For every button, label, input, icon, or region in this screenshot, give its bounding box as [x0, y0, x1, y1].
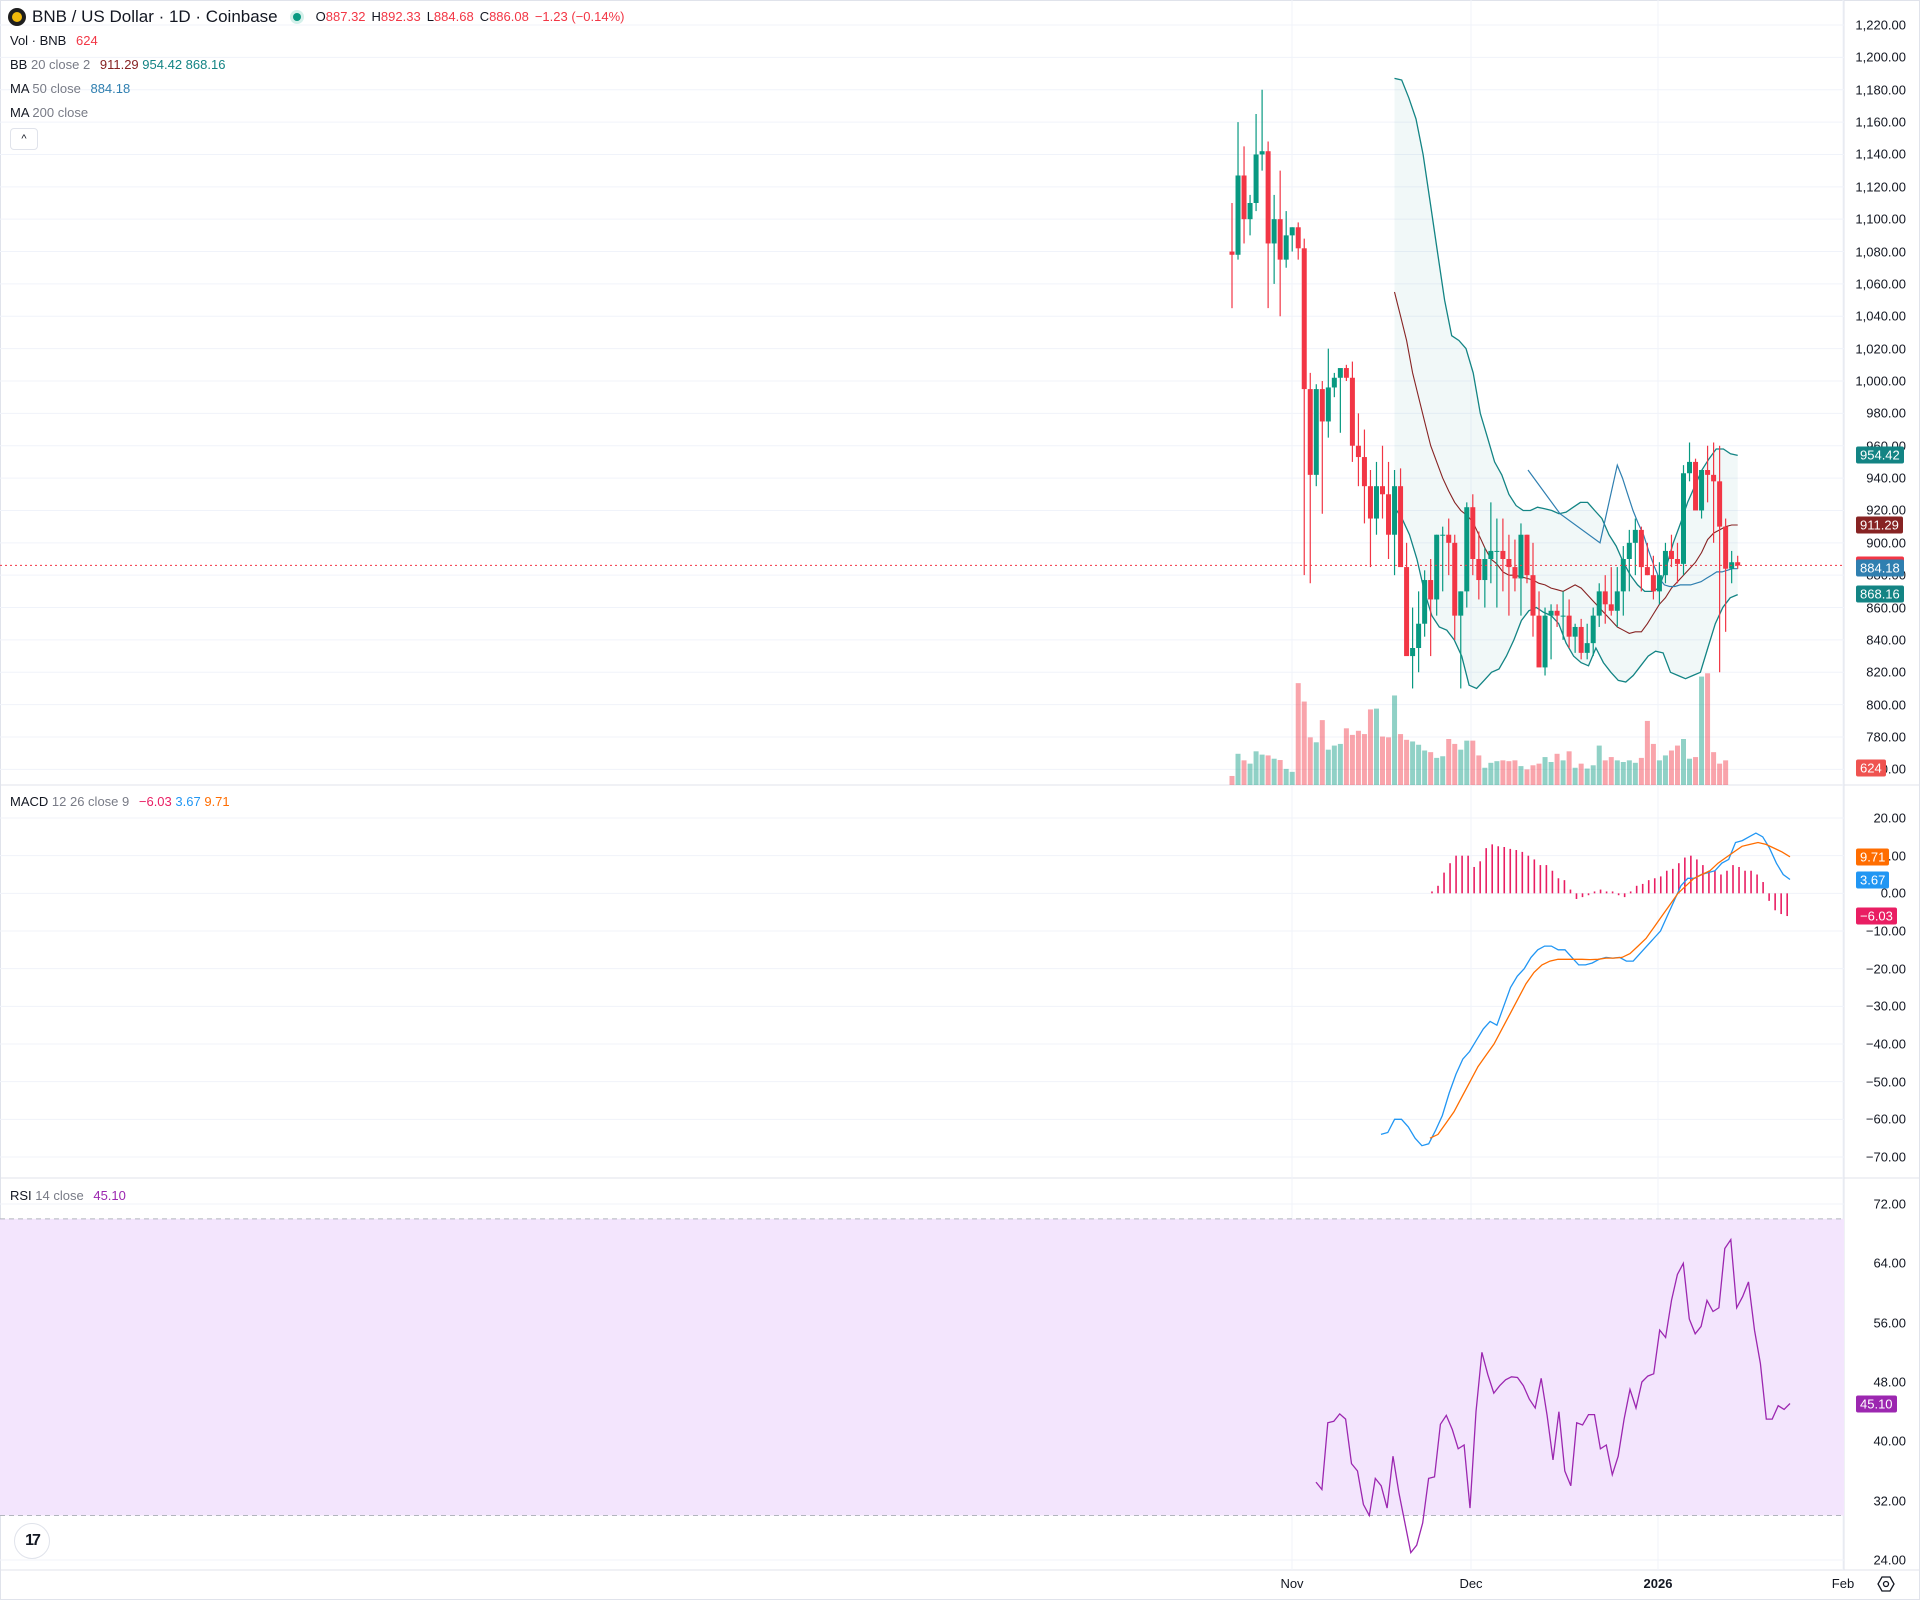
- axis-tick-label: 48.00: [1873, 1374, 1906, 1390]
- axis-tick-label: 800.00: [1866, 697, 1906, 713]
- axis-tick-label: 1,020.00: [1855, 341, 1906, 357]
- legend-ma50-value: 884.18: [90, 81, 131, 96]
- axis-tick-label: 1,120.00: [1855, 179, 1906, 195]
- axis-tick-label: −10.00: [1865, 923, 1906, 939]
- collapse-legend-button[interactable]: ^: [10, 128, 38, 150]
- axis-tick-label: 32.00: [1873, 1493, 1906, 1509]
- legend-rsi[interactable]: RSI 14 close 45.10: [10, 1187, 126, 1205]
- axis-tick-label: 24.00: [1873, 1552, 1906, 1568]
- price-tag: 868.16: [1856, 585, 1904, 603]
- legend-macd-signal: 9.71: [204, 794, 230, 809]
- low-key: L: [426, 9, 434, 24]
- legend-ma200-params: 200 close: [32, 105, 89, 120]
- axis-tick-label: 1,040.00: [1855, 308, 1906, 324]
- axis-tick-label: 0.00: [1880, 885, 1906, 901]
- legend-bb-name: BB: [10, 57, 28, 72]
- axis-tick-label: 860.00: [1866, 600, 1906, 616]
- settings-icon[interactable]: [1876, 1574, 1896, 1594]
- legend-macd-line: 3.67: [175, 794, 201, 809]
- tradingview-logo-icon: 17: [25, 1532, 41, 1549]
- axis-tick-label: 1,100.00: [1855, 211, 1906, 227]
- axis-tick-label: −20.00: [1865, 961, 1906, 977]
- axis-tick-label: 64.00: [1873, 1255, 1906, 1271]
- axis-tick-label: 820.00: [1866, 664, 1906, 680]
- price-tag: 884.18: [1856, 559, 1904, 577]
- legend-bb-params: 20 close 2: [30, 57, 91, 72]
- axis-tick-label: 920.00: [1866, 502, 1906, 518]
- legend-macd-histogram: −6.03: [138, 794, 172, 809]
- axis-tick-label: 1,140.00: [1855, 146, 1906, 162]
- price-tag: 624: [1856, 759, 1886, 777]
- legend-macd-name: MACD: [10, 794, 49, 809]
- price-tag: 911.29: [1856, 516, 1903, 534]
- axis-tick-label: 56.00: [1873, 1315, 1906, 1331]
- high-key: H: [371, 9, 381, 24]
- ohlc-values: O887.32 H892.33 L884.68 C886.08 −1.23 (−…: [316, 5, 625, 29]
- axis-tick-label: 1,000.00: [1855, 373, 1906, 389]
- axis-tick-label: −60.00: [1865, 1111, 1906, 1127]
- change-value: −1.23 (−0.14%): [534, 9, 625, 24]
- open-key: O: [315, 9, 326, 24]
- legend-macd[interactable]: MACD 12 26 close 9 −6.03 3.67 9.71: [10, 793, 230, 811]
- time-axis-label: 2026: [1643, 1576, 1673, 1591]
- axis-tick-label: 980.00: [1866, 405, 1906, 421]
- axis-tick-label: 1,200.00: [1855, 49, 1906, 65]
- symbol-header: BNB / US Dollar · 1D · Coinbase O887.32 …: [8, 5, 624, 29]
- legend-volume-value: 624: [75, 33, 98, 48]
- legend-ma50-params: 50 close: [32, 81, 81, 96]
- legend-rsi-params: 14 close: [35, 1188, 84, 1203]
- axis-tick-label: 1,060.00: [1855, 276, 1906, 292]
- market-status-icon[interactable]: [289, 10, 304, 24]
- chevron-up-icon: ^: [21, 133, 27, 145]
- high-value: 892.33: [380, 9, 421, 24]
- price-tag: 954.42: [1856, 446, 1904, 464]
- axis-tick-label: −70.00: [1865, 1149, 1906, 1165]
- close-value: 886.08: [489, 9, 529, 24]
- price-tag: −6.03: [1856, 907, 1897, 925]
- axis-tick-label: 1,080.00: [1855, 244, 1906, 260]
- legend-rsi-value: 45.10: [93, 1188, 126, 1203]
- tradingview-logo[interactable]: 17: [14, 1523, 50, 1559]
- legend-bb-lower: 868.16: [185, 57, 226, 72]
- time-axis-label: Nov: [1280, 1576, 1304, 1591]
- time-axis-label: Dec: [1459, 1576, 1483, 1591]
- axis-tick-label: 1,180.00: [1855, 82, 1906, 98]
- low-value: 884.68: [433, 9, 474, 24]
- axis-tick-label: −30.00: [1865, 998, 1906, 1014]
- legend-ma200[interactable]: MA 200 close: [10, 104, 88, 122]
- price-tag: 3.67: [1856, 871, 1890, 888]
- axis-tick-label: 780.00: [1866, 729, 1906, 745]
- axis-tick-label: −50.00: [1865, 1074, 1906, 1090]
- open-value: 887.32: [325, 9, 366, 24]
- axis-tick-label: 72.00: [1873, 1196, 1906, 1212]
- legend-volume-name: Vol · BNB: [10, 33, 67, 48]
- axis-tick-label: 940.00: [1866, 470, 1906, 486]
- legend-bb[interactable]: BB 20 close 2 911.29 954.42 868.16: [10, 56, 225, 74]
- axis-tick-label: −40.00: [1865, 1036, 1906, 1052]
- legend-volume[interactable]: Vol · BNB 624: [10, 32, 98, 50]
- legend-bb-upper: 954.42: [142, 57, 183, 72]
- price-tag: 9.71: [1856, 848, 1890, 866]
- symbol-title[interactable]: BNB / US Dollar · 1D · Coinbase: [32, 7, 278, 26]
- legend-rsi-name: RSI: [10, 1188, 32, 1203]
- axis-tick-label: 1,220.00: [1855, 17, 1906, 33]
- legend-ma50[interactable]: MA 50 close 884.18: [10, 80, 130, 98]
- legend-ma200-name: MA: [10, 105, 29, 120]
- axis-tick-label: 900.00: [1866, 535, 1906, 551]
- time-axis-label: Feb: [1831, 1576, 1855, 1591]
- axis-tick-label: 20.00: [1873, 810, 1906, 826]
- price-tag: 45.10: [1856, 1395, 1897, 1412]
- close-key: C: [479, 9, 490, 24]
- bnb-logo-icon: [8, 8, 26, 26]
- legend-ma50-name: MA: [10, 81, 29, 96]
- legend-bb-basis: 911.29: [99, 57, 139, 72]
- axis-tick-label: 1,160.00: [1855, 114, 1906, 130]
- axis-tick-label: 840.00: [1866, 632, 1906, 648]
- axis-tick-label: 40.00: [1873, 1433, 1906, 1449]
- legend-macd-params: 12 26 close 9: [51, 794, 130, 809]
